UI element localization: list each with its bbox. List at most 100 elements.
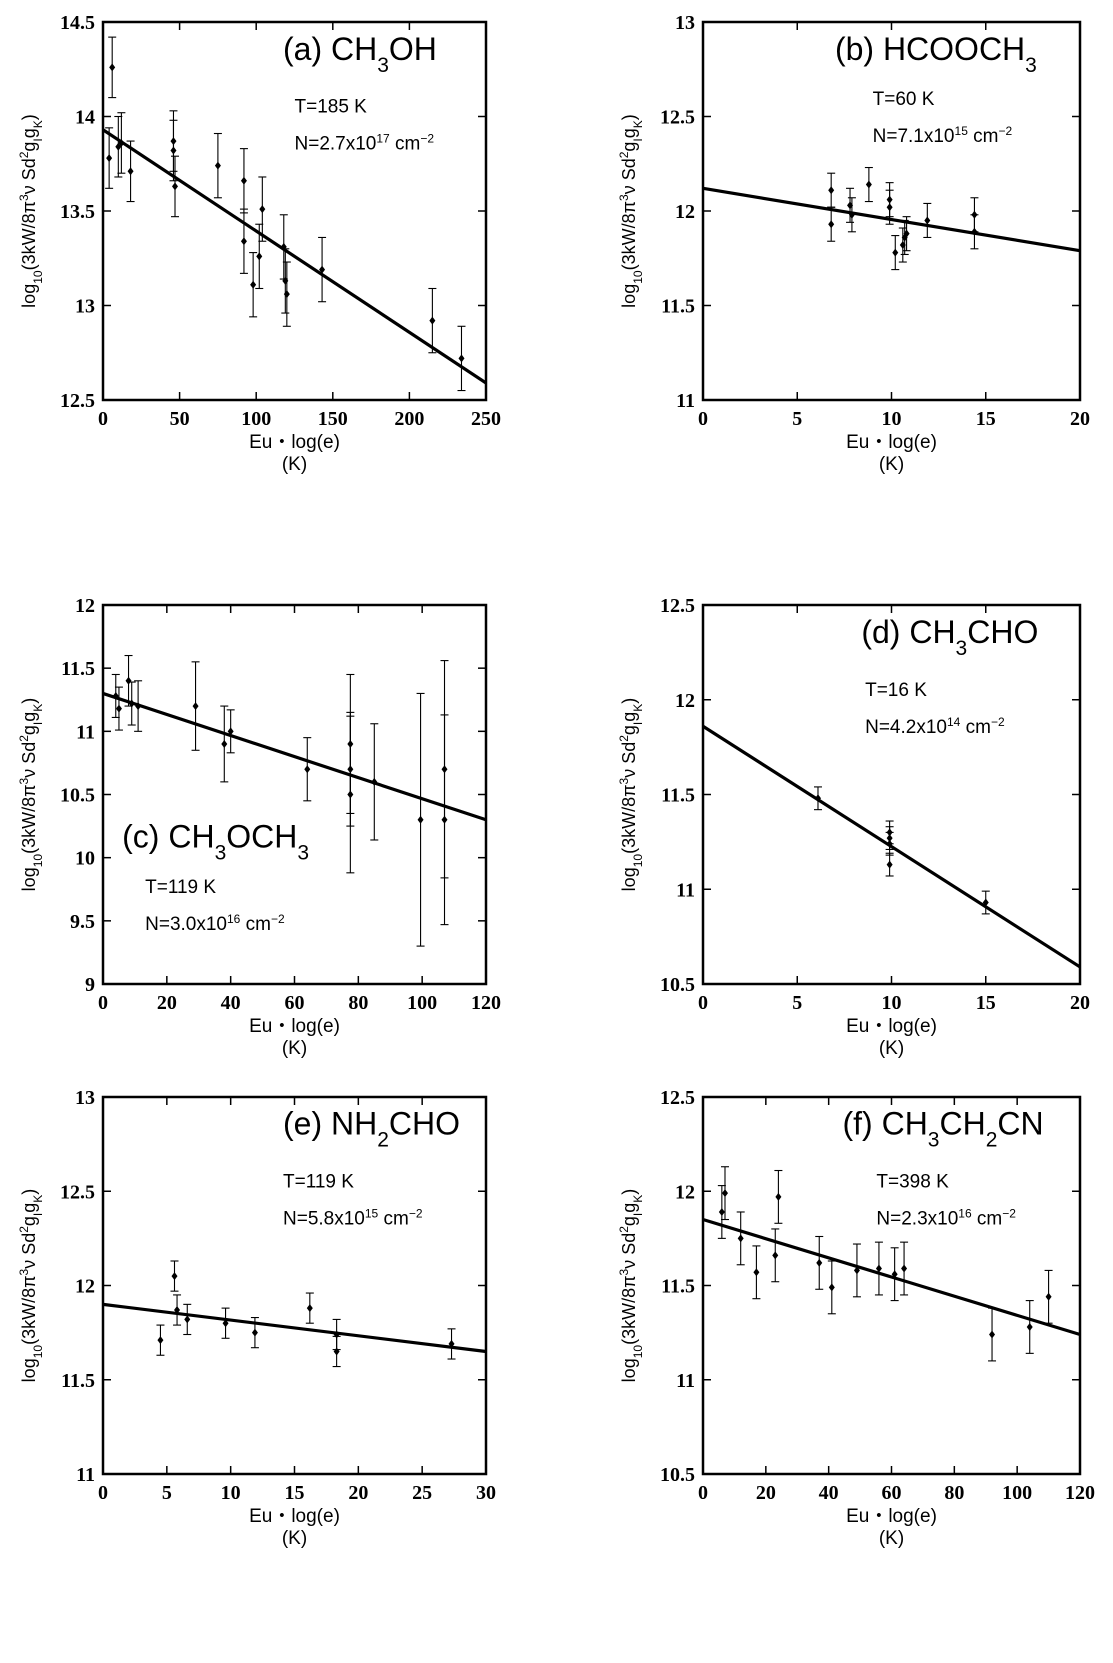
data-point bbox=[258, 176, 267, 242]
point-marker bbox=[135, 702, 142, 711]
data-point bbox=[771, 1228, 780, 1283]
temperature-label: T=60 K bbox=[873, 89, 935, 110]
data-point bbox=[900, 219, 909, 256]
x-axis-label: Eu・log(e) bbox=[846, 1016, 937, 1037]
data-point bbox=[220, 705, 229, 783]
data-point bbox=[170, 1260, 179, 1292]
data-point bbox=[885, 831, 894, 856]
x-tick-label: 100 bbox=[407, 992, 437, 1014]
plot-frame bbox=[701, 603, 1082, 986]
panel-3: 0 20 40 60 80 100 120 9 9.5 10 10.5 11 11.5 12 (c) CH3… bbox=[17, 595, 501, 1059]
column-density-label: N=5.8x1015 cm−2 bbox=[283, 1206, 423, 1229]
point-marker bbox=[441, 815, 448, 824]
data-point bbox=[114, 686, 123, 731]
data-point bbox=[428, 287, 437, 354]
panel-title: (b) HCOOCH3 bbox=[835, 31, 1037, 77]
x-tick-label: 5 bbox=[162, 1482, 172, 1504]
point-marker bbox=[125, 676, 132, 685]
x-tick-label: 40 bbox=[221, 992, 241, 1014]
point-marker bbox=[306, 1304, 313, 1313]
temperature-label: T=119 K bbox=[145, 877, 216, 898]
x-axis-label: Eu・log(e) bbox=[846, 432, 937, 453]
panel-5: 0 5 10 15 20 25 30 11 11.5 12 12.5 13 (e) NH2CHO T=11… bbox=[17, 1087, 496, 1549]
y-tick-label: 12 bbox=[675, 690, 695, 712]
panel-title: (c) CH3OCH3 bbox=[122, 819, 309, 865]
point-marker bbox=[865, 180, 872, 189]
panel-title: (d) CH3CHO bbox=[861, 614, 1038, 660]
point-marker bbox=[319, 265, 326, 274]
x-tick-label: 0 bbox=[698, 1482, 708, 1504]
point-marker bbox=[174, 1306, 181, 1315]
point-marker bbox=[192, 702, 199, 711]
panel-title: (e) NH2CHO bbox=[283, 1106, 460, 1152]
x-tick-label: 80 bbox=[348, 992, 368, 1014]
y-axis-label: log10(3kW/8π3ν Sd2gIgK) bbox=[617, 114, 645, 308]
point-marker bbox=[982, 898, 989, 907]
fit-line bbox=[102, 1302, 487, 1354]
point-marker bbox=[283, 290, 290, 299]
data-point bbox=[440, 714, 449, 926]
data-point bbox=[111, 673, 120, 718]
data-point bbox=[303, 737, 312, 802]
x-tick-label: 0 bbox=[98, 408, 108, 430]
point-marker bbox=[157, 1336, 164, 1345]
y-tick-label: 9.5 bbox=[70, 911, 95, 933]
point-marker bbox=[227, 727, 234, 736]
point-marker bbox=[892, 248, 899, 257]
point-marker bbox=[304, 765, 311, 774]
data-point bbox=[736, 1211, 745, 1266]
y-axis-label: log10(3kW/8π3ν Sd2gIgK) bbox=[617, 698, 645, 892]
y-tick-label: 14 bbox=[75, 107, 95, 129]
x-tick-label: 15 bbox=[285, 1482, 305, 1504]
y-tick-label: 13 bbox=[75, 296, 95, 318]
data-point bbox=[981, 890, 990, 915]
point-marker bbox=[109, 63, 116, 72]
y-tick-label: 14.5 bbox=[60, 12, 95, 34]
x-tick-label: 10 bbox=[882, 408, 902, 430]
x-tick-label: 120 bbox=[471, 992, 501, 1014]
point-marker bbox=[115, 704, 122, 713]
data-point bbox=[864, 166, 873, 203]
y-tick-label: 11 bbox=[676, 879, 695, 901]
point-marker bbox=[924, 216, 931, 225]
panel-6: 0 20 40 60 80 100 120 10.5 11 11.5 12 12.5 (f) CH3CH… bbox=[617, 1087, 1095, 1549]
x-tick-label: 250 bbox=[471, 408, 501, 430]
x-tick-label: 15 bbox=[976, 408, 996, 430]
plot-frame bbox=[101, 1095, 488, 1476]
y-tick-label: 10.5 bbox=[660, 1464, 695, 1486]
point-marker bbox=[875, 1264, 882, 1273]
point-marker bbox=[256, 252, 263, 261]
column-density-label: N=2.7x1017 cm−2 bbox=[295, 132, 435, 155]
y-tick-label: 12 bbox=[75, 595, 95, 617]
x-tick-label: 20 bbox=[756, 1482, 776, 1504]
x-tick-label: 0 bbox=[698, 408, 708, 430]
fit-line bbox=[702, 186, 1081, 253]
x-axis-label: Eu・log(e) bbox=[846, 1506, 937, 1527]
x-tick-label: 100 bbox=[241, 408, 271, 430]
data-point bbox=[332, 1335, 341, 1368]
x-tick-label: 20 bbox=[1070, 408, 1090, 430]
point-marker bbox=[737, 1234, 744, 1243]
point-marker bbox=[886, 203, 893, 212]
data-point bbox=[923, 202, 932, 239]
y-tick-label: 13 bbox=[675, 12, 695, 34]
y-tick-label: 11 bbox=[76, 1464, 95, 1486]
data-point bbox=[173, 1294, 182, 1326]
point-marker bbox=[371, 777, 378, 786]
y-tick-label: 11.5 bbox=[661, 785, 695, 807]
plot-frame bbox=[701, 1095, 1082, 1476]
data-point bbox=[191, 661, 200, 751]
y-tick-label: 12 bbox=[75, 1276, 95, 1298]
x-tick-label: 15 bbox=[976, 992, 996, 1014]
point-marker bbox=[848, 210, 855, 219]
data-point bbox=[720, 1166, 729, 1221]
x-axis-label: Eu・log(e) bbox=[249, 432, 340, 453]
point-marker bbox=[170, 146, 177, 155]
y-axis-label: log10(3kW/8π3ν Sd2gIgK) bbox=[17, 698, 45, 892]
point-marker bbox=[816, 1258, 823, 1267]
point-marker bbox=[853, 1266, 860, 1275]
data-point bbox=[902, 216, 911, 252]
point-marker bbox=[448, 1339, 455, 1348]
data-point bbox=[447, 1328, 456, 1360]
data-point bbox=[827, 1260, 836, 1315]
